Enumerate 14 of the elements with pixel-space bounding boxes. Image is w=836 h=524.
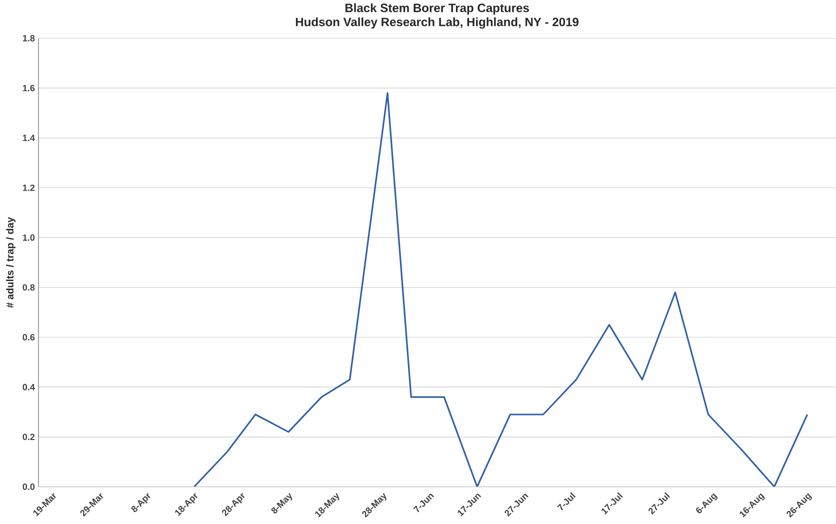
chart-title: Black Stem Borer Trap Captures xyxy=(345,3,529,15)
y-tick-label: 0.4 xyxy=(22,384,35,390)
y-tick-label: 1.0 xyxy=(22,234,35,241)
y-tick-label: 0.2 xyxy=(22,434,35,440)
y-axis-title: # adults / trap / day xyxy=(6,217,16,308)
chart-subtitle: Hudson Valley Research Lab, Highland, NY - 2019 xyxy=(296,17,578,29)
line-series xyxy=(193,92,808,487)
y-tick-label: 0.6 xyxy=(22,334,35,340)
y-tick-label: 1.6 xyxy=(22,84,35,92)
y-tick-label: 0.8 xyxy=(22,284,35,291)
y-tick-label: 1.2 xyxy=(22,184,35,191)
y-tick-label: 1.8 xyxy=(22,35,35,42)
y-tick-label: 1.4 xyxy=(22,134,35,142)
y-tick-label: 0.0 xyxy=(22,484,35,490)
